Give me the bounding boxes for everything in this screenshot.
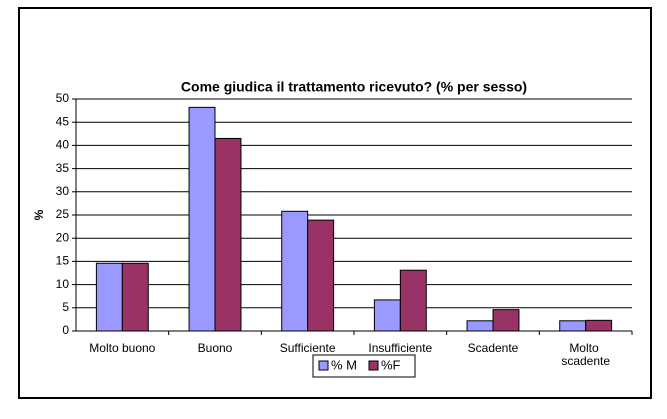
x-tick-label: Scadente	[468, 341, 519, 355]
bar	[214, 137, 242, 332]
y-axis-label: %	[32, 209, 46, 220]
chart-frame	[18, 7, 652, 399]
legend-swatch	[368, 360, 379, 371]
x-tick-label: Molto buono	[89, 341, 155, 355]
bar	[585, 319, 613, 332]
legend-label: %F	[381, 357, 401, 372]
y-tick-label: 5	[62, 300, 69, 314]
y-tick-label: 35	[56, 161, 70, 175]
x-tick-label: Sufficiente	[280, 341, 336, 355]
chart-title: Come giudica il trattamento ricevuto? (%…	[181, 79, 527, 95]
y-tick-label: 50	[56, 91, 70, 105]
bar	[188, 106, 216, 332]
legend-box	[312, 354, 416, 378]
x-tick-label: Buono	[198, 341, 233, 355]
bar	[121, 262, 149, 332]
y-tick-label: 10	[56, 277, 70, 291]
legend-label: % M	[331, 357, 357, 372]
y-tick-label: 15	[56, 254, 70, 268]
y-tick-label: 25	[56, 207, 70, 221]
bar	[492, 309, 520, 332]
bar	[466, 320, 494, 332]
x-tick-label: Insufficiente	[368, 341, 432, 355]
bar	[281, 210, 309, 332]
y-tick-label: 30	[56, 184, 70, 198]
bar	[307, 219, 335, 332]
bar	[399, 269, 427, 332]
legend-swatch	[318, 360, 329, 371]
bar	[95, 262, 123, 332]
y-tick-label: 0	[62, 323, 69, 337]
y-tick-label: 40	[56, 138, 70, 152]
y-tick-label: 45	[56, 114, 70, 128]
x-tick-label: Molto scadente	[561, 341, 610, 368]
y-tick-label: 20	[56, 230, 70, 244]
bar	[373, 299, 401, 332]
bar	[559, 320, 587, 332]
